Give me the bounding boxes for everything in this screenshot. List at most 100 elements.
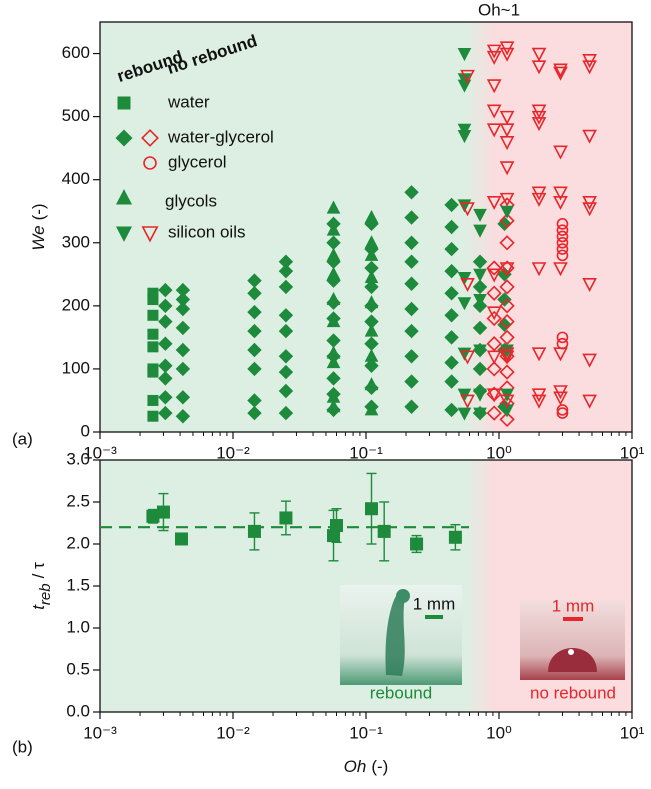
- marker: [486, 195, 502, 210]
- marker: [247, 323, 262, 339]
- marker: [499, 192, 515, 207]
- marker: [486, 260, 502, 276]
- marker: [278, 308, 294, 323]
- marker: [364, 348, 379, 362]
- marker: [556, 230, 569, 243]
- marker: [472, 361, 488, 377]
- marker: [486, 310, 502, 327]
- marker: [556, 224, 569, 236]
- legend-label: glycerol: [168, 152, 227, 171]
- marker: [486, 336, 502, 352]
- y-tick-label: 0: [81, 421, 90, 440]
- marker: [582, 277, 597, 292]
- marker: [499, 313, 515, 330]
- marker: [556, 218, 569, 230]
- marker: [326, 222, 341, 236]
- marker: [175, 361, 191, 377]
- legend-label: water-glycerol: [167, 127, 274, 146]
- marker: [278, 364, 294, 380]
- point: [156, 505, 170, 519]
- marker: [582, 353, 597, 368]
- point: [410, 537, 424, 551]
- marker: [460, 69, 475, 84]
- marker: [158, 371, 173, 386]
- marker: [444, 330, 459, 345]
- y-tick-label: 100: [62, 358, 90, 377]
- marker: [326, 399, 341, 413]
- marker: [404, 323, 419, 339]
- marker: [486, 79, 502, 94]
- legend-marker: [141, 129, 159, 147]
- marker: [175, 301, 191, 317]
- marker: [582, 195, 597, 210]
- marker: [364, 269, 379, 283]
- marker: [457, 407, 472, 421]
- y-tick-label: 400: [62, 169, 90, 188]
- marker: [531, 192, 547, 207]
- marker: [531, 110, 547, 125]
- marker: [404, 301, 419, 317]
- marker: [364, 279, 379, 295]
- marker: [556, 407, 569, 419]
- marker: [247, 304, 262, 320]
- marker: [486, 306, 502, 321]
- y-label-rest: (-): [29, 203, 48, 220]
- y-tick-label: 0.0: [66, 701, 90, 720]
- insets: 1 mm rebound 1 mm no rebound: [340, 585, 625, 702]
- marker: [553, 66, 568, 81]
- marker: [457, 123, 472, 137]
- marker: [499, 347, 515, 362]
- point: [279, 511, 293, 525]
- marker: [404, 399, 419, 414]
- marker: [326, 371, 341, 386]
- marker: [460, 202, 475, 217]
- marker: [444, 402, 459, 418]
- marker: [499, 279, 515, 295]
- marker: [556, 249, 569, 262]
- marker: [175, 342, 191, 358]
- y-tick-label: 600: [62, 43, 90, 62]
- marker: [158, 282, 173, 298]
- marker: [404, 374, 419, 389]
- marker: [486, 388, 502, 403]
- x-tick-label: 10⁻²: [216, 443, 250, 462]
- marker: [247, 393, 262, 408]
- marker: [147, 328, 159, 340]
- legend-marker: [143, 156, 157, 170]
- marker: [553, 63, 568, 78]
- marker: [147, 287, 159, 299]
- droplet: [385, 593, 405, 676]
- marker: [553, 385, 568, 400]
- highlight: [568, 649, 574, 655]
- marker: [147, 363, 159, 375]
- marker: [473, 388, 487, 402]
- legend-marker: [141, 226, 159, 243]
- marker: [444, 263, 459, 279]
- marker: [278, 323, 294, 339]
- marker: [556, 236, 569, 249]
- y-label-rest: / τ: [29, 562, 48, 578]
- marker: [499, 213, 515, 229]
- marker: [553, 145, 568, 160]
- marker: [556, 331, 569, 344]
- marker: [582, 129, 597, 144]
- marker: [486, 44, 502, 59]
- y-label-symbol: t: [29, 604, 48, 610]
- marker: [444, 374, 459, 389]
- marker: [473, 294, 487, 308]
- marker: [444, 219, 459, 235]
- marker: [278, 254, 294, 269]
- marker: [158, 405, 173, 421]
- marker: [460, 350, 475, 365]
- marker: [364, 358, 379, 373]
- marker: [278, 279, 294, 295]
- y-axis-label: treb / τ: [29, 562, 53, 610]
- marker: [147, 394, 159, 406]
- marker: [553, 391, 568, 406]
- marker: [247, 342, 262, 358]
- marker: [444, 241, 459, 257]
- droplet: [396, 589, 410, 603]
- y-tick-label: 1.5: [66, 575, 90, 594]
- panel-label: (a): [12, 429, 33, 448]
